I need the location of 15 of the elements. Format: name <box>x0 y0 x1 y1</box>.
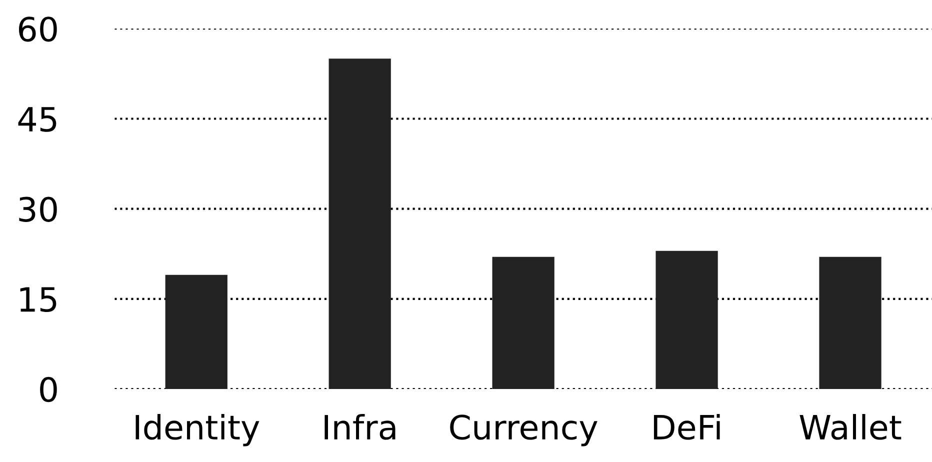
x-tick-label: Infra <box>324 414 396 440</box>
y-tick-label: 45 <box>18 107 56 132</box>
x-tick-label: DeFi <box>654 414 720 440</box>
bar <box>328 58 391 390</box>
x-tick-label: Wallet <box>800 414 902 440</box>
bar <box>819 256 882 390</box>
y-tick-label: 60 <box>18 16 57 42</box>
bar <box>656 250 718 390</box>
bar <box>492 256 554 390</box>
bar <box>165 274 228 390</box>
y-tick-label: 15 <box>20 287 56 312</box>
y-tick-label: 30 <box>19 196 57 222</box>
y-tick-label: 0 <box>40 376 57 402</box>
x-tick-label: Currency <box>450 414 598 446</box>
x-tick-label: Identity <box>136 414 260 446</box>
